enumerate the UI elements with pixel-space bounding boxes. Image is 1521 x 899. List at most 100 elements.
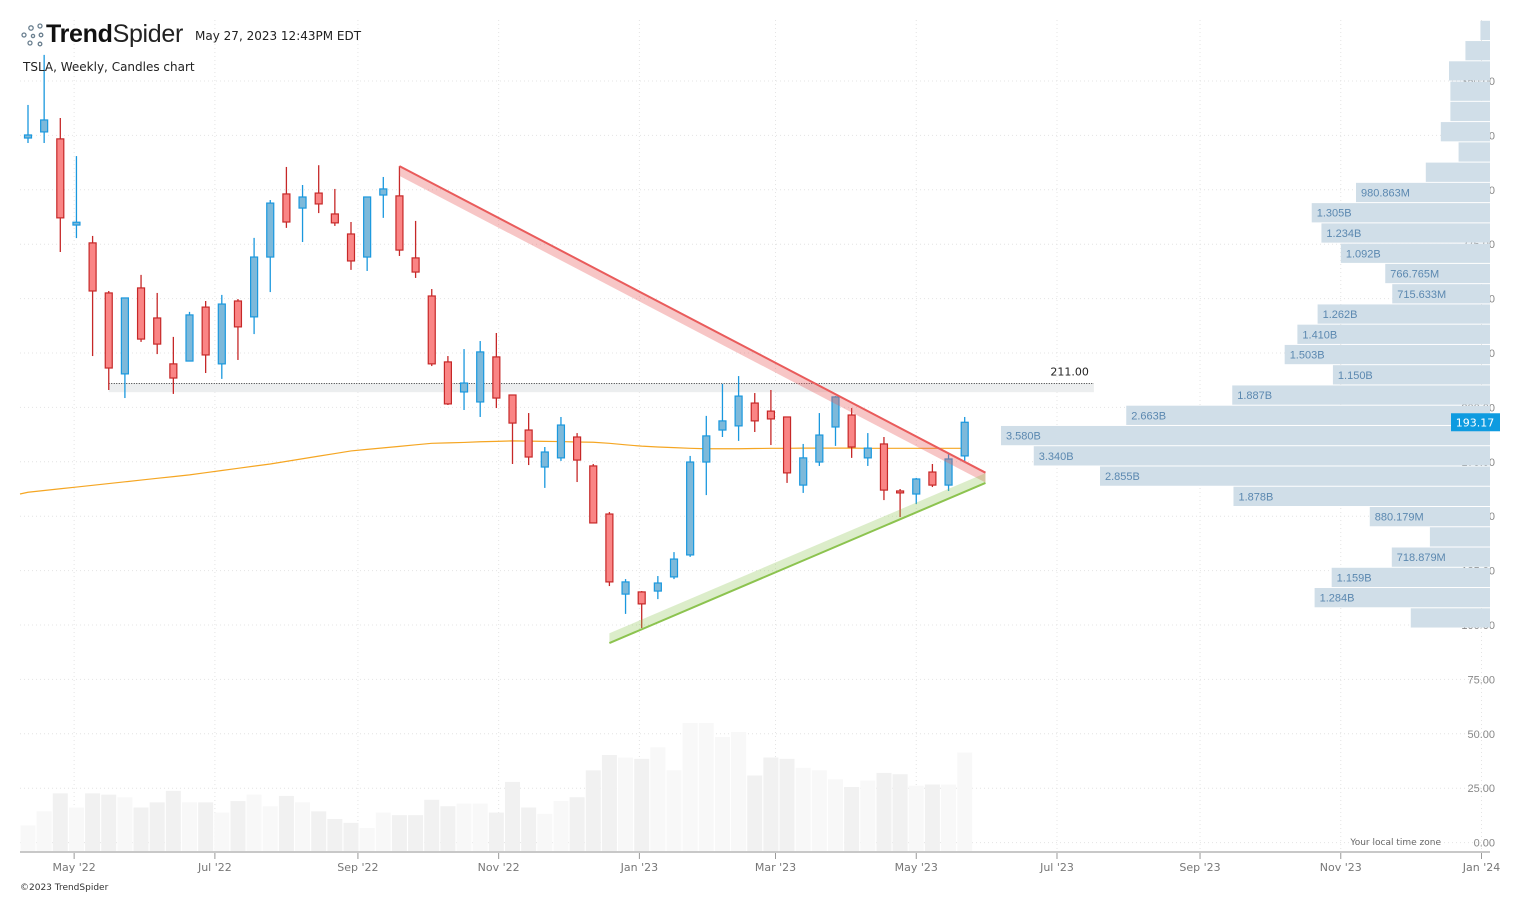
last-price-badge (1451, 413, 1500, 432)
candle-down[interactable] (589, 463, 598, 524)
candle-down[interactable] (782, 416, 792, 483)
volume-bar (101, 794, 117, 851)
candle-up[interactable] (815, 413, 824, 466)
candle-body (863, 447, 872, 459)
volume-bar (828, 779, 843, 851)
candle-up[interactable] (379, 176, 388, 218)
resistance-trendline-band[interactable] (399, 166, 986, 483)
candle-up[interactable] (23, 104, 33, 144)
candle-up[interactable] (669, 552, 679, 580)
candle-down[interactable] (605, 512, 614, 587)
volume-profile-label: 1.284B (1320, 593, 1355, 605)
candle-down[interactable] (879, 436, 889, 501)
candle-down[interactable] (524, 413, 533, 466)
volume-profile-label: 3.580B (1006, 431, 1041, 443)
candle-body (459, 382, 469, 393)
candle-down[interactable] (847, 408, 856, 458)
candle-down[interactable] (282, 166, 291, 228)
candle-up[interactable] (734, 376, 743, 441)
volume-profile-label: 3.340B (1039, 451, 1074, 463)
candle-down[interactable] (104, 290, 113, 390)
candle-up[interactable] (944, 453, 953, 491)
volume-profile-label: 980.863M (1361, 187, 1410, 199)
x-tick-label: Sep '23 (1179, 861, 1220, 874)
support-trendline[interactable] (609, 481, 986, 644)
support-trendline-band[interactable] (609, 473, 986, 644)
candle-body (750, 402, 759, 422)
volume-bar (634, 758, 650, 851)
volume-bar (182, 802, 197, 851)
candle-up[interactable] (960, 416, 969, 463)
candle-down[interactable] (427, 289, 436, 367)
candle-body (637, 591, 646, 605)
candle-up[interactable] (298, 185, 307, 243)
candle-down[interactable] (346, 222, 356, 270)
candle-up[interactable] (686, 455, 695, 557)
candle-body (443, 361, 452, 405)
volume-bar (698, 723, 714, 851)
candle-down[interactable] (88, 235, 97, 357)
candle-up[interactable] (621, 579, 630, 614)
candle-down[interactable] (572, 433, 582, 483)
candle-up[interactable] (912, 477, 921, 505)
volume-profile-bar (1392, 284, 1490, 304)
volume-profile-bar (1321, 223, 1490, 243)
candle-up[interactable] (702, 415, 711, 496)
candle-up[interactable] (72, 156, 81, 239)
volume-profile-label: 715.633M (1397, 289, 1446, 301)
candle-down[interactable] (492, 332, 501, 409)
candle-down[interactable] (637, 591, 646, 629)
candle-down[interactable] (201, 300, 210, 374)
candle-body (72, 221, 81, 226)
candle-body (669, 558, 679, 578)
candle-down[interactable] (411, 220, 420, 278)
volume-profile-label: 718.879M (1397, 552, 1446, 564)
candle-down[interactable] (895, 489, 905, 518)
candle-up[interactable] (363, 196, 372, 271)
candle-down[interactable] (330, 188, 339, 226)
candle-down[interactable] (169, 336, 178, 394)
volume-bar (52, 793, 68, 851)
candle-up[interactable] (40, 54, 49, 144)
candle-down[interactable] (443, 356, 452, 406)
candle-down[interactable] (136, 274, 146, 342)
candle-body (395, 195, 404, 251)
candle-down[interactable] (153, 292, 162, 355)
candle-up[interactable] (540, 447, 549, 488)
volume-profile-bar (1233, 486, 1490, 506)
candle-down[interactable] (56, 117, 65, 253)
candle-body (233, 300, 243, 328)
candle-up[interactable] (556, 416, 566, 461)
candle-down[interactable] (766, 389, 776, 446)
candle-up[interactable] (250, 237, 259, 335)
candle-up[interactable] (217, 294, 226, 379)
candle-body (686, 461, 695, 556)
candle-up[interactable] (718, 383, 727, 437)
volume-profile-label: 1.503B (1290, 350, 1325, 362)
candle-down[interactable] (928, 463, 937, 488)
brand-light: Spider (112, 20, 184, 48)
candle-up[interactable] (653, 576, 662, 600)
candle-down[interactable] (314, 165, 323, 214)
candle-up[interactable] (266, 200, 275, 293)
volume-bar (505, 781, 520, 851)
resistance-trendline[interactable] (398, 165, 986, 474)
candle-up[interactable] (185, 311, 194, 362)
candle-up[interactable] (459, 349, 469, 411)
candle-up[interactable] (799, 443, 808, 493)
candle-down[interactable] (233, 299, 243, 360)
candle-body (912, 478, 921, 495)
volume-profile-bar (1331, 567, 1490, 588)
candle-up[interactable] (476, 341, 485, 417)
candle-down[interactable] (508, 394, 517, 464)
candle-body (799, 457, 808, 486)
candle-down[interactable] (395, 166, 404, 256)
candle-body (185, 314, 194, 362)
candle-body (411, 257, 420, 273)
candle-up[interactable] (863, 433, 872, 466)
candle-up[interactable] (831, 396, 840, 446)
candle-down[interactable] (750, 393, 759, 432)
candle-up[interactable] (120, 297, 130, 399)
volume-bar (408, 815, 424, 851)
